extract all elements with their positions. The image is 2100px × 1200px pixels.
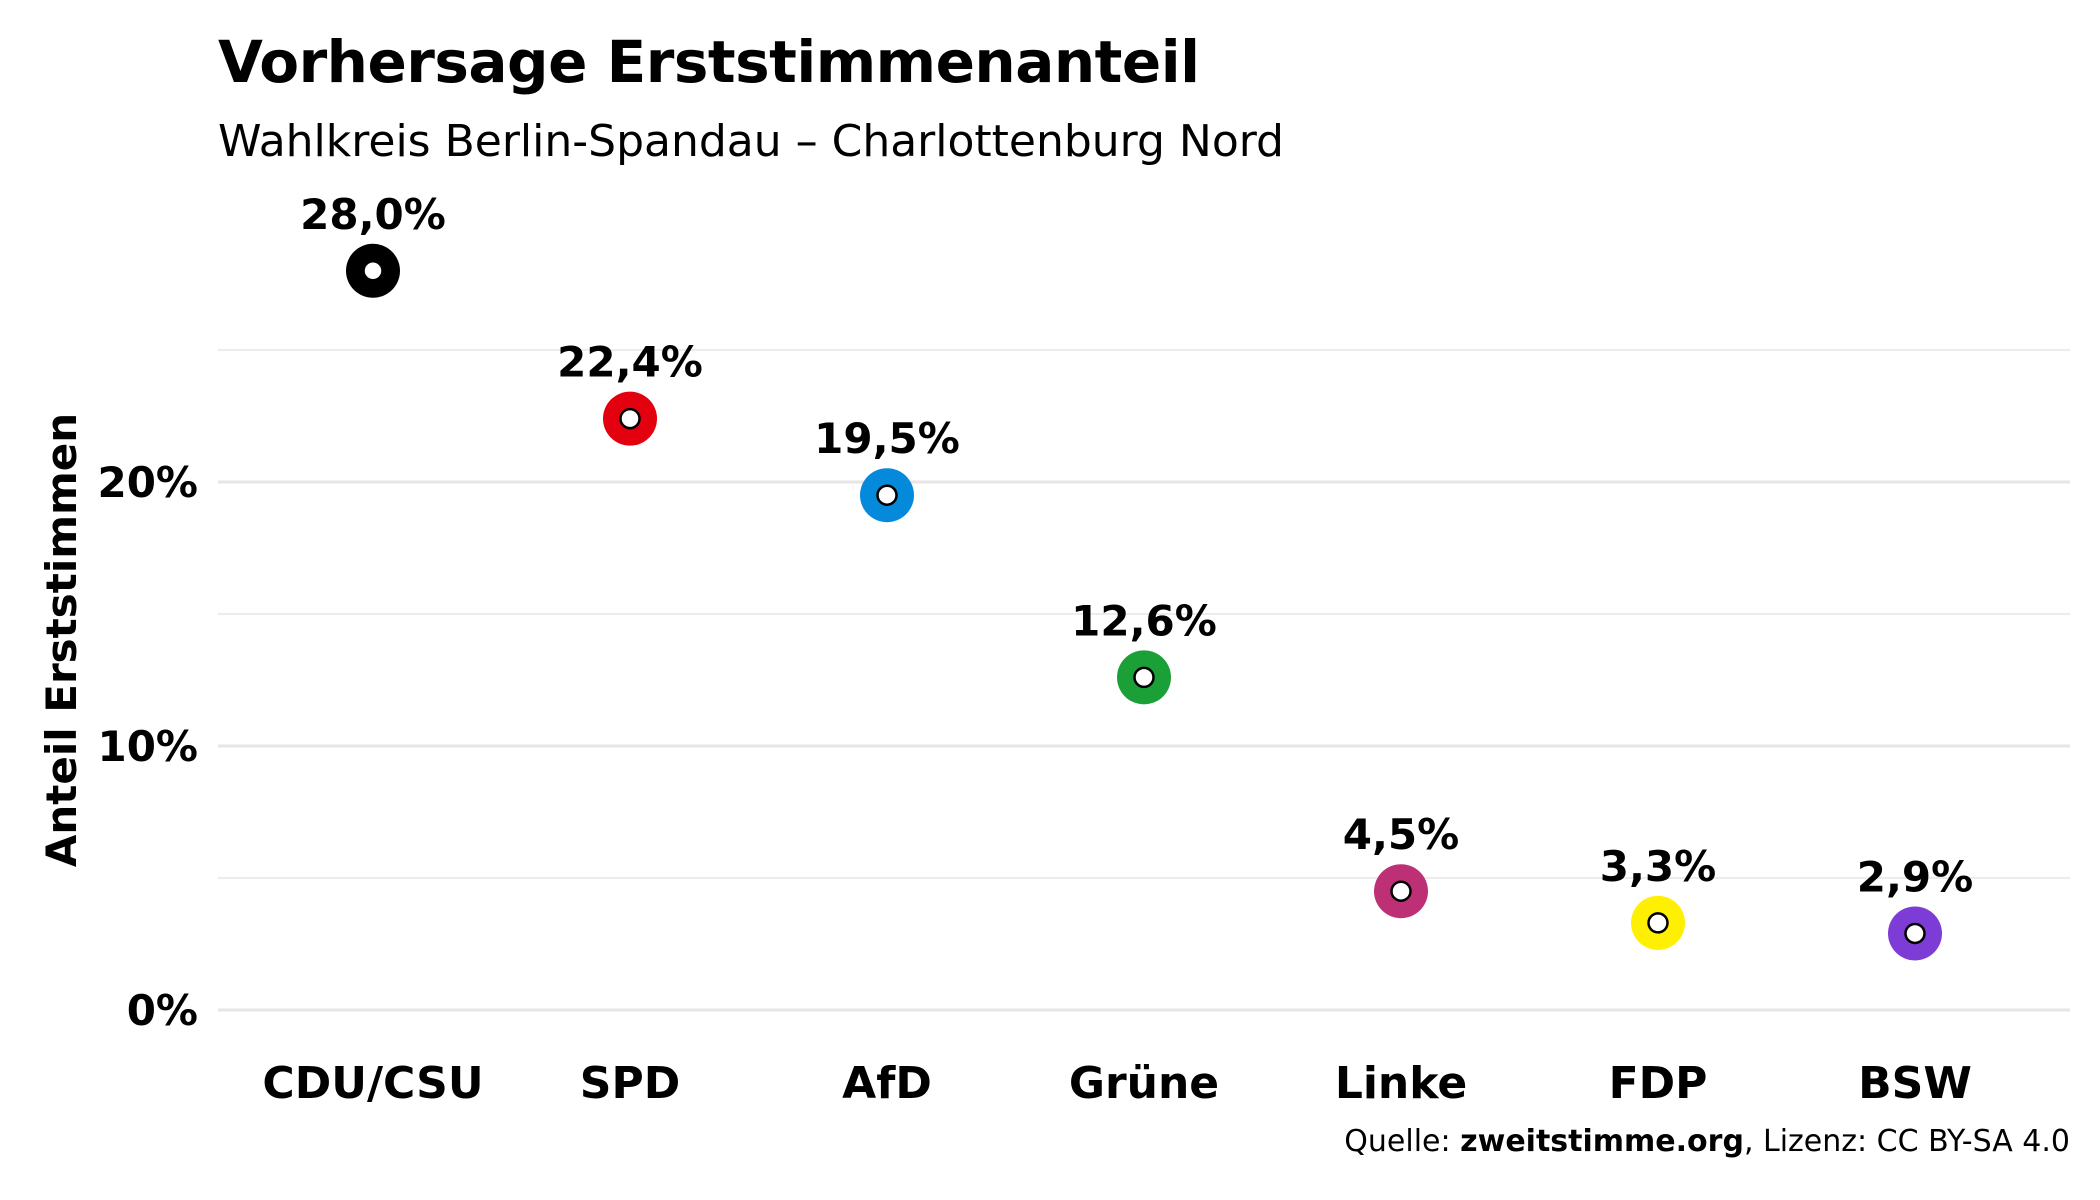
data-point-center (619, 407, 641, 430)
data-label: 3,3% (1600, 842, 1716, 891)
data-label: 4,5% (1343, 810, 1459, 859)
data-label: 12,6% (1071, 596, 1217, 645)
x-tick-label: Grüne (1069, 1058, 1219, 1109)
caption-prefix: Quelle: (1344, 1124, 1461, 1159)
data-point-center (1133, 666, 1155, 689)
y-tick-label: 20% (97, 458, 198, 507)
data-point-center (1647, 912, 1669, 934)
data-point-center (1390, 880, 1412, 902)
data-label: 2,9% (1857, 852, 1973, 901)
source-caption: Quelle: zweitstimme.org, Lizenz: CC BY-S… (1344, 1124, 2070, 1159)
x-tick-label: SPD (580, 1058, 680, 1109)
data-label: 22,4% (557, 338, 703, 387)
x-tick-label: AfD (842, 1058, 932, 1109)
x-tick-label: FDP (1609, 1058, 1708, 1109)
chart-subtitle: Wahlkreis Berlin-Spandau – Charlottenbur… (218, 116, 1284, 167)
data-label: 19,5% (814, 414, 960, 463)
data-point-center (1904, 922, 1926, 945)
y-axis-label: Anteil Erststimmen (37, 413, 86, 867)
x-tick-label: CDU/CSU (262, 1058, 483, 1109)
x-tick-label: Linke (1335, 1058, 1467, 1109)
y-tick-label: 10% (97, 722, 198, 771)
y-tick-label: 0% (127, 986, 198, 1035)
data-label: 28,0% (300, 190, 446, 239)
x-tick-label: BSW (1858, 1058, 1972, 1109)
data-point-center (876, 484, 898, 506)
chart-title: Vorhersage Erststimmenanteil (218, 28, 1200, 96)
caption-suffix: , Lizenz: CC BY-SA 4.0 (1743, 1124, 2070, 1159)
data-point-center (362, 260, 384, 282)
caption-source: zweitstimme.org (1460, 1124, 1744, 1159)
